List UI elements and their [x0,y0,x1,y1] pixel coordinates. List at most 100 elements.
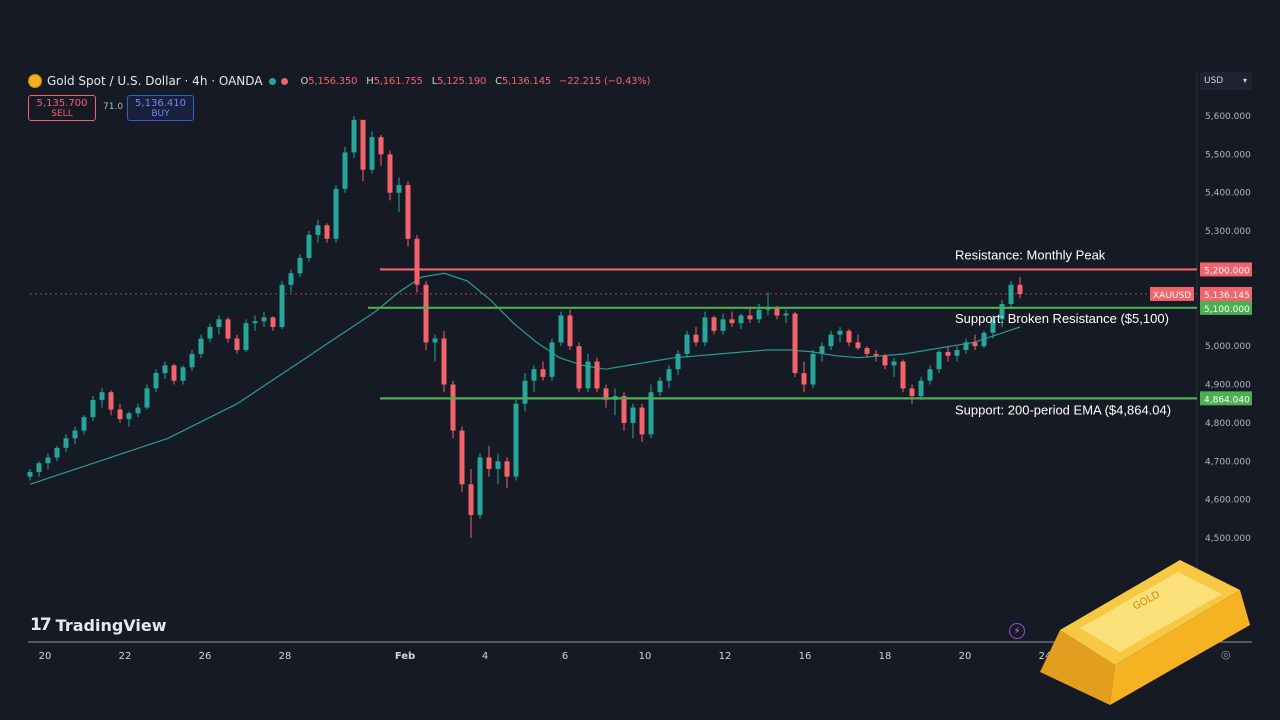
candle-body [342,152,348,189]
candle-body [63,438,69,448]
candle-body [684,334,690,354]
tradingview-mark-icon: 17 [30,615,52,635]
tradingview-logo[interactable]: 17 TradingView [30,615,167,635]
level-price-badge [1200,391,1252,406]
candle-body [549,342,555,377]
candle-body [522,380,528,404]
candle-body [585,361,591,389]
candle-body [432,338,438,343]
settings-icon[interactable]: ◎ [1221,648,1231,661]
y-tick-label: 5,500.000 [1205,150,1251,160]
candle-body [531,369,537,381]
candle-body [315,225,321,235]
currency-selector[interactable]: USD ▾ [1200,72,1252,90]
candle-body [243,323,249,351]
candle-body [891,361,897,366]
x-tick-label: 16 [799,651,812,662]
candle-body [864,348,870,354]
candle-body [108,392,114,410]
x-tick-label: 12 [719,651,732,662]
plot-area[interactable] [27,116,1198,538]
level-price-badge [1200,300,1252,315]
candle-body [369,137,375,170]
close-value: 5,136.145 [501,75,552,87]
x-tick-label: 6 [562,651,568,662]
candle-body [81,417,87,431]
level-label: Support: Broken Resistance ($5,100) [955,311,1169,326]
candle-body [711,317,717,331]
candle-body [621,396,627,423]
symbol-badge [1150,286,1194,301]
candle-body [162,365,168,374]
candle-body [90,399,96,418]
change-value: −22.215 (−0.43%) [559,75,651,87]
candle-body [45,457,51,464]
level-label: Support: 200-period EMA ($4,864.04) [955,402,1171,417]
candle-body [873,353,879,356]
candle-body [306,234,312,258]
market-open-icon [268,77,276,85]
candle-body [189,353,195,368]
level-price-text: 5,200.000 [1204,266,1250,276]
ohlc-readout: O5,156.350 H5,161.755 L5,125.190 C5,136.… [301,76,651,87]
candle-body [981,332,987,347]
gold-bar-illustration: GOLD [1040,560,1250,705]
candle-body [171,365,177,381]
high-key: H [366,75,374,87]
candle-body [288,273,294,285]
buy-label: BUY [151,109,170,119]
close-key: C [495,75,502,87]
candle-body [693,334,699,343]
price-axis[interactable]: 4,500.000 4,600.000 4,700.000 4,800.000 4,90… [1205,112,1251,544]
x-tick-label: 26 [199,651,212,662]
candle-body [630,407,636,423]
candle-body [351,119,357,153]
candle-body [990,319,996,333]
level-price-text: 5,100.000 [1204,305,1250,315]
candle-body [450,384,456,431]
candle-body [558,315,564,343]
candle-body [927,369,933,381]
candle-body [918,380,924,397]
symbol-title[interactable]: Gold Spot / U.S. Dollar · 4h · OANDA [47,74,263,88]
y-tick-label: 4,900.000 [1205,381,1251,391]
candle-body [180,367,186,381]
x-tick-label: 20 [959,651,972,662]
candle-body [666,369,672,381]
x-tick-label: 20 [39,651,52,662]
y-tick-label: 5,300.000 [1205,227,1251,237]
sell-button[interactable]: 5,135.700 SELL [28,95,96,121]
price-badges: 5,200.000 5,100.000 4,864.040 XAUUSD 5,136.1… [1150,262,1252,406]
candle-body [207,327,213,339]
candle-body [648,392,654,435]
candle-body [594,361,600,389]
candle-body [792,313,798,374]
candle-body [720,319,726,331]
candle-body [486,457,492,469]
x-tick-label: 24 [1039,651,1052,662]
candle-body [819,346,825,354]
candle-body [225,319,231,339]
candle-body [333,188,339,239]
candle-body [936,351,942,370]
buy-button[interactable]: 5,136.410 BUY [127,95,194,121]
spread-value: 71.0 [103,102,124,112]
candle-body [855,342,861,349]
chart-header: Gold Spot / U.S. Dollar · 4h · OANDA O5,… [28,72,651,90]
flash-icon[interactable]: ⚡ [1009,623,1025,639]
candle-body [783,313,789,316]
x-tick-label: 18 [879,651,892,662]
time-axis[interactable]: 20 22 26 28 Feb 4 6 10 12 16 18 20 24 [39,651,1052,662]
candle-body [774,307,780,316]
x-tick-label: 22 [119,651,132,662]
candle-body [657,380,663,393]
buy-price: 5,136.410 [135,98,186,109]
sell-label: SELL [51,109,73,119]
low-value: 5,125.190 [437,75,487,87]
candle-body [270,317,276,327]
candle-body [900,361,906,389]
open-key: O [300,75,309,87]
brand-name: TradingView [55,615,167,635]
level-price-text: 4,864.040 [1204,395,1250,405]
